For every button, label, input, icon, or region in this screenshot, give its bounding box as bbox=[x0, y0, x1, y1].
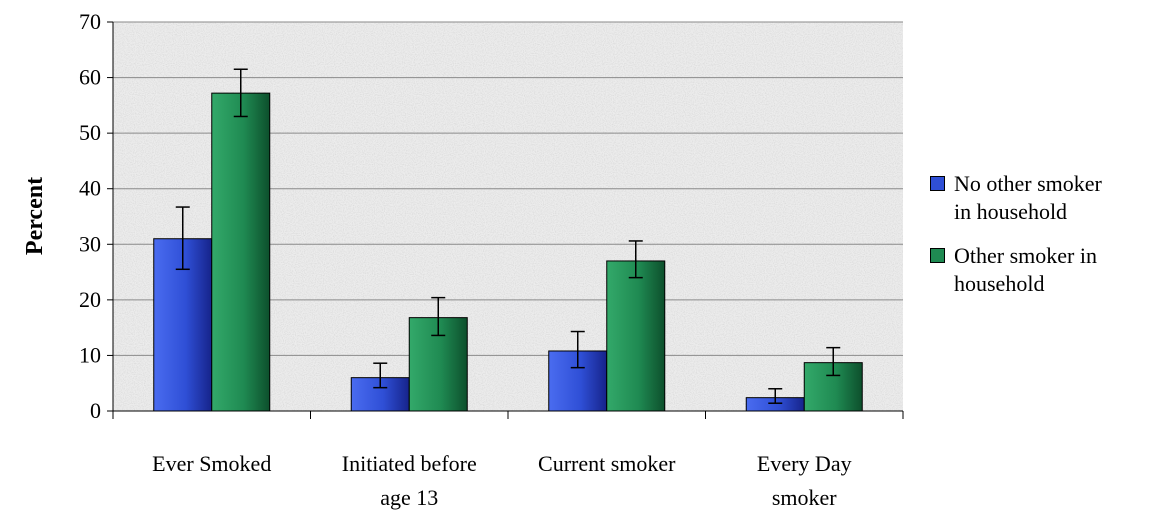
error-bars bbox=[175, 68, 841, 404]
y-tick-label: 40 bbox=[79, 176, 101, 201]
legend-label-line: in household bbox=[954, 199, 1068, 224]
y-tick-labels: 0 10 20 30 40 50 60 70 bbox=[79, 9, 101, 423]
bar-other-smoker bbox=[606, 260, 666, 412]
bar-other-smoker bbox=[211, 92, 271, 412]
x-tick-label: Current smoker bbox=[538, 451, 676, 476]
x-tick-labels: Ever Smoked Initiated before age 13 Current… bbox=[152, 451, 851, 510]
y-tick-label: 70 bbox=[79, 9, 101, 34]
x-tick-label: Initiated before bbox=[342, 451, 477, 476]
axes bbox=[107, 21, 904, 419]
y-tick-label: 0 bbox=[90, 398, 101, 423]
legend-item: Other smoker in household bbox=[930, 242, 1164, 298]
y-tick-label: 10 bbox=[79, 342, 101, 367]
y-axis-title: Percent bbox=[22, 177, 48, 255]
x-tick-label: age 13 bbox=[380, 485, 438, 510]
legend-label: No other smoker in household bbox=[954, 170, 1154, 226]
x-tick-label: smoker bbox=[772, 485, 837, 510]
y-tick-label: 50 bbox=[79, 120, 101, 145]
legend: No other smoker in household Other smoker … bbox=[930, 170, 1164, 314]
x-tick-label: Ever Smoked bbox=[152, 451, 271, 476]
x-tick-label: Every Day bbox=[757, 451, 852, 476]
legend-item: No other smoker in household bbox=[930, 170, 1164, 226]
legend-label-line: household bbox=[954, 271, 1045, 296]
legend-label-line: Other smoker in bbox=[954, 243, 1097, 268]
y-tick-label: 60 bbox=[79, 65, 101, 90]
y-tick-label: 20 bbox=[79, 287, 101, 312]
legend-label: Other smoker in household bbox=[954, 242, 1154, 298]
legend-label-line: No other smoker bbox=[954, 171, 1102, 196]
y-tick-label: 30 bbox=[79, 231, 101, 256]
legend-swatch bbox=[930, 176, 945, 191]
legend-swatch bbox=[930, 248, 945, 263]
